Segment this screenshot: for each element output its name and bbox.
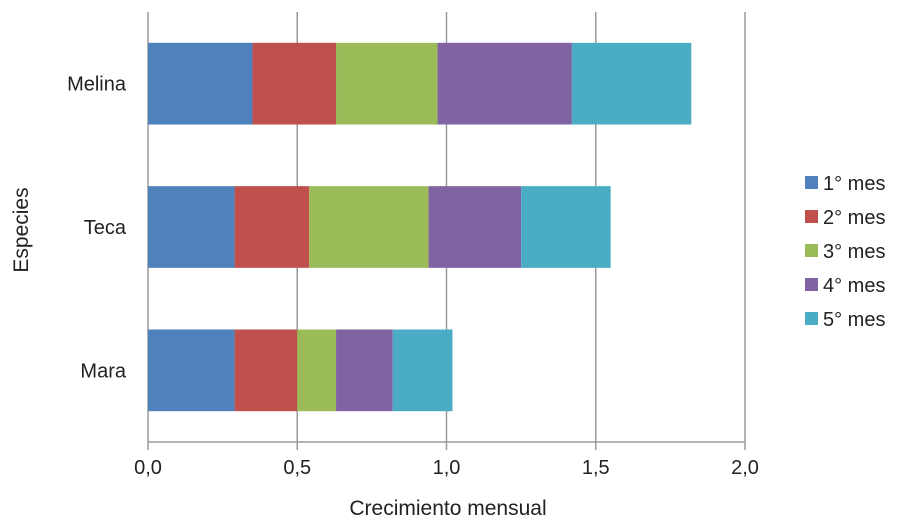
y-axis-title: Especies xyxy=(10,187,33,272)
legend-swatch xyxy=(805,244,818,257)
x-axis-title: Crecimiento mensual xyxy=(349,497,546,520)
bar-segment-melina-3 xyxy=(336,42,438,125)
bar-segment-melina-2 xyxy=(252,42,337,125)
bar-segment-teca-5 xyxy=(521,186,611,268)
y-axis-ticks: Melina Teca Mara xyxy=(67,74,127,383)
y-tick-label: Teca xyxy=(84,217,127,239)
bar-segment-melina-5 xyxy=(571,42,692,125)
legend-label: 3° mes xyxy=(823,241,885,263)
bar-segment-teca-1 xyxy=(148,186,235,268)
x-tick-label: 0,0 xyxy=(134,457,162,479)
bar-segment-melina-1 xyxy=(148,42,253,125)
legend: 1° mes 2° mes 3° mes 4° mes 5° mes xyxy=(805,173,885,331)
bar-segment-mara-4 xyxy=(336,329,393,412)
bar-segment-teca-3 xyxy=(309,186,429,268)
legend-label: 4° mes xyxy=(823,275,885,297)
legend-swatch xyxy=(805,176,818,189)
legend-swatch xyxy=(805,312,818,325)
x-tick-label: 2,0 xyxy=(731,457,759,479)
legend-label: 1° mes xyxy=(823,173,885,195)
bar-segment-teca-2 xyxy=(234,186,310,268)
legend-label: 2° mes xyxy=(823,207,885,229)
y-tick-label: Mara xyxy=(80,360,126,382)
x-tick-label: 1,5 xyxy=(582,457,610,479)
bar-segment-mara-2 xyxy=(234,329,298,412)
bar-segment-mara-3 xyxy=(297,329,337,412)
y-tick-label: Melina xyxy=(67,74,127,96)
x-tick-label: 1,0 xyxy=(433,457,461,479)
bars xyxy=(148,42,692,412)
bar-segment-teca-4 xyxy=(428,186,522,268)
x-axis-ticks: 0,0 0,5 1,0 1,5 2,0 xyxy=(134,457,759,479)
bar-segment-melina-4 xyxy=(437,42,572,125)
legend-swatch xyxy=(805,278,818,291)
bar-segment-mara-1 xyxy=(148,329,235,412)
x-tick-label: 0,5 xyxy=(283,457,311,479)
legend-label: 5° mes xyxy=(823,309,885,331)
bar-segment-mara-5 xyxy=(392,329,453,412)
legend-swatch xyxy=(805,210,818,223)
